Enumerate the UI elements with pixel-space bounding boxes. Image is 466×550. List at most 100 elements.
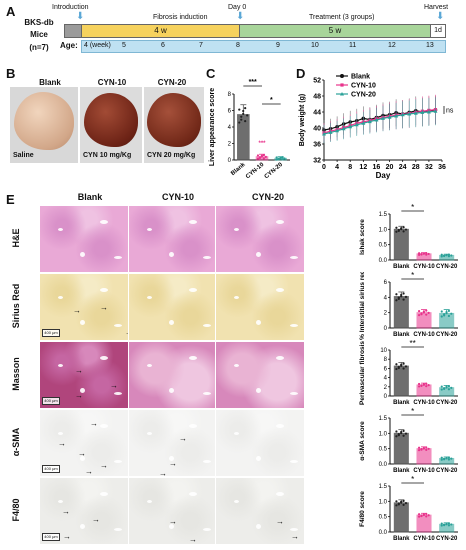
data-point — [275, 158, 278, 161]
y-tick-label: 10 — [380, 348, 387, 354]
vessel-lumen — [234, 296, 239, 299]
significance-label: * — [411, 204, 414, 212]
data-point — [395, 367, 398, 371]
data-point — [341, 126, 346, 131]
vessel-lumen — [100, 356, 108, 360]
vessel-lumen — [100, 220, 108, 224]
age-bar — [81, 40, 446, 53]
vessel-lumen — [58, 228, 63, 231]
data-point — [447, 309, 451, 313]
x-tick-label: 16 — [373, 164, 381, 171]
y-tick-label: 0 — [228, 158, 232, 164]
vessel-lumen — [276, 220, 284, 224]
data-point — [404, 365, 408, 368]
data-point — [283, 157, 286, 160]
data-point — [443, 387, 446, 390]
vessel-lumen — [169, 252, 174, 257]
data-point — [425, 382, 428, 385]
histology-image: → → → 400 μm — [39, 273, 129, 341]
data-point — [445, 457, 448, 460]
histology-image — [128, 273, 218, 341]
liver-caption: CYN 10 mg/Kg — [83, 152, 132, 159]
data-point — [447, 253, 451, 256]
data-point — [397, 434, 400, 437]
data-point — [443, 524, 446, 527]
vessel-lumen — [256, 388, 261, 393]
data-point — [402, 503, 405, 506]
vessel-lumen — [290, 528, 298, 531]
data-point — [361, 121, 366, 125]
y-tick-label: 1.5 — [379, 416, 388, 422]
liver-header-cyn10: CYN-10 — [97, 78, 127, 87]
data-point — [281, 158, 284, 161]
x-tick-label: CYN-20 — [436, 400, 458, 406]
data-point — [417, 310, 421, 313]
data-point — [447, 385, 451, 388]
x-tick-label: CYN-10 — [413, 264, 435, 270]
age-tick: 5 — [122, 42, 126, 49]
y-tick-label: 6 — [384, 280, 388, 286]
data-point — [395, 500, 398, 503]
data-point — [402, 499, 405, 502]
x-tick-label: Blank — [393, 400, 410, 406]
vessel-lumen — [80, 320, 85, 325]
data-point — [387, 115, 392, 119]
histology-image: → → → — [128, 409, 218, 477]
y-axis-label: % Interstitial sirius red — [359, 272, 366, 340]
vessel-lumen — [256, 252, 261, 257]
day0-label: Day 0 — [228, 4, 247, 11]
data-point — [425, 512, 428, 516]
histology-row-label: Sirius Red — [11, 283, 21, 329]
data-point — [440, 388, 443, 391]
histology-image: → → — [128, 477, 218, 545]
vessel-lumen — [290, 324, 298, 327]
histology-image — [215, 341, 305, 409]
data-point — [425, 253, 428, 256]
treatment-bar: 5 w — [239, 24, 431, 38]
data-point — [354, 122, 359, 127]
age-tick: 6 — [161, 42, 165, 49]
quantification-chart: 0.0 0.5 1.0 1.5 Blank CYN-10 CYN-20 F4/80 score… — [359, 476, 458, 542]
harvest-label: Harvest — [424, 4, 449, 11]
data-point — [277, 158, 280, 161]
data-point — [402, 292, 405, 295]
model-name: BKS-db — [24, 18, 54, 27]
age-tick: 7 — [199, 42, 203, 49]
significance-label: *** — [249, 79, 257, 86]
vessel-lumen — [114, 460, 122, 463]
data-point — [400, 228, 403, 231]
histology-row-label: α-SMA — [11, 427, 21, 457]
data-point — [404, 228, 408, 231]
vessel-lumen — [203, 256, 211, 259]
y-tick-label: 0.5 — [379, 515, 388, 521]
histology-column-cyn10: CYN-10 — [161, 192, 194, 202]
data-point — [445, 386, 448, 389]
introduction-bar — [64, 24, 82, 38]
vessel-lumen — [147, 228, 152, 231]
data-point — [450, 386, 453, 389]
data-point — [242, 109, 245, 113]
y-tick-label: 4 — [384, 376, 388, 382]
liver-tissue — [14, 92, 74, 150]
y-tick-label: 0.5 — [379, 447, 388, 453]
data-point — [256, 154, 260, 157]
scale-bar: 400 μm — [42, 329, 60, 337]
legend-marker — [340, 74, 344, 78]
y-tick-label: 0 — [384, 394, 388, 400]
arrow-down-icon: ⬇ — [236, 11, 245, 22]
x-tick-label: CYN-10 — [413, 536, 435, 542]
bar-blank — [237, 114, 250, 161]
fibrosis-induction-label: Fibrosis induction — [153, 14, 208, 21]
data-point — [420, 110, 425, 114]
liver-tissue — [147, 93, 201, 147]
quantification-chart: 0.0 0.5 1.0 1.5 Blank CYN-10 CYN-20 α-SMA score… — [359, 408, 458, 474]
legend-label: Blank — [351, 74, 370, 81]
vessel-lumen — [256, 456, 261, 461]
age-tick: 11 — [349, 42, 357, 49]
data-point — [450, 457, 453, 460]
data-point — [240, 118, 243, 121]
vessel-lumen — [203, 528, 211, 531]
x-tick-label: 24 — [399, 164, 407, 171]
y-axis-label: Ishak score — [359, 219, 366, 255]
vessel-lumen — [203, 324, 211, 327]
